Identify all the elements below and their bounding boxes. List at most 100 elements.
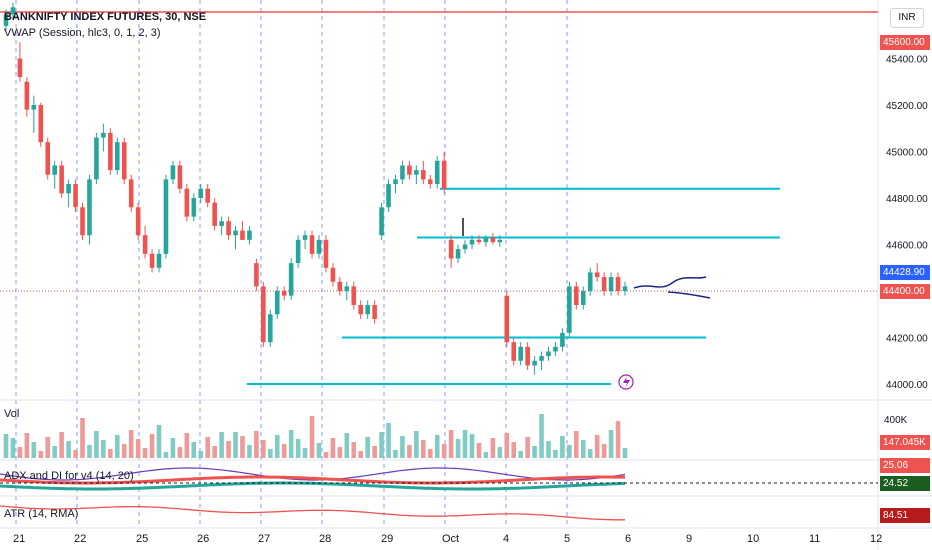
- x-tick-label: 11: [809, 533, 820, 545]
- candle-body: [121, 142, 127, 180]
- adx-plus-tag: 24.52: [880, 476, 930, 491]
- candle-body: [233, 230, 238, 236]
- candle-body: [149, 253, 155, 268]
- volume-bar: [121, 444, 127, 458]
- volume-bar: [483, 452, 489, 458]
- candle-body: [281, 291, 287, 296]
- volume-bar: [135, 439, 141, 458]
- candle-body: [434, 160, 440, 185]
- candle-body: [539, 356, 544, 361]
- volume-bar: [38, 451, 44, 458]
- vwap-price-tag: 45600.00: [880, 35, 930, 50]
- x-tick-label: 26: [197, 533, 209, 545]
- volume-bar: [205, 437, 210, 458]
- volume-bar: [156, 425, 162, 458]
- candle-body: [240, 230, 245, 240]
- volume-bar: [427, 449, 433, 458]
- candle-body: [553, 346, 558, 352]
- volume-bar: [469, 434, 475, 458]
- volume-bar: [580, 440, 586, 458]
- volume-bar: [622, 448, 628, 458]
- candle-body: [379, 207, 384, 236]
- volume-bar: [608, 430, 614, 458]
- candle-body: [73, 184, 78, 208]
- volume-bar: [52, 446, 57, 458]
- candle-body: [135, 207, 141, 236]
- x-tick-label: 27: [258, 533, 270, 545]
- y-tick-label: 44200.00: [886, 334, 928, 345]
- volume-bar: [10, 438, 16, 458]
- candle-body: [108, 132, 113, 171]
- candle-body: [622, 286, 628, 292]
- candle-body: [483, 237, 489, 243]
- candle-body: [469, 239, 475, 245]
- candle-body: [393, 179, 398, 185]
- volume-bar: [128, 430, 134, 458]
- candle-body: [128, 179, 134, 208]
- candle-body: [567, 286, 572, 333]
- volume-bar: [546, 441, 551, 458]
- volume-bar: [80, 418, 85, 458]
- projection-drawing: [633, 276, 707, 289]
- x-tick-label: 4: [503, 533, 509, 545]
- candle-body: [295, 239, 301, 264]
- x-tick-label: 25: [136, 533, 148, 545]
- candle-body: [309, 235, 315, 254]
- volume-bar: [455, 439, 461, 458]
- candle-body: [358, 304, 364, 315]
- volume-pane-label: Vol: [4, 408, 20, 420]
- y-tick-label: 45200.00: [886, 101, 928, 112]
- candle-body: [212, 202, 217, 226]
- y-tick-label: 45000.00: [886, 147, 928, 158]
- volume-bar: [226, 441, 231, 458]
- candle-body: [66, 184, 71, 194]
- candle-body: [455, 249, 461, 259]
- adx-minus-tag: 25.06: [880, 458, 930, 473]
- volume-bar: [288, 430, 294, 458]
- volume-bar: [240, 436, 245, 458]
- y-tick-label: 44600.00: [886, 241, 928, 252]
- volume-bar: [400, 436, 405, 458]
- candle-body: [608, 277, 614, 292]
- volume-bar: [45, 437, 51, 458]
- vwap-legend: VWAP (Session, hlc3, 0, 1, 2, 3): [4, 27, 161, 39]
- candle-body: [198, 188, 204, 198]
- volume-bar: [421, 440, 426, 458]
- candle-body: [191, 198, 197, 217]
- candle-body: [267, 314, 273, 343]
- candle-body: [288, 263, 294, 296]
- volume-bar: [441, 444, 447, 458]
- volume-bar: [316, 443, 322, 458]
- candle-body: [615, 277, 621, 292]
- volume-bar: [295, 439, 301, 458]
- candle-body: [414, 170, 419, 175]
- volume-bar: [108, 449, 113, 458]
- volume-bar: [302, 448, 308, 458]
- volume-bar: [351, 442, 357, 458]
- candle-body: [462, 244, 468, 250]
- volume-bar: [448, 430, 454, 458]
- volume-bar: [31, 442, 37, 458]
- volume-bar: [407, 445, 412, 458]
- volume-bar: [504, 433, 510, 458]
- candle-body: [52, 165, 57, 175]
- volume-last-tag: 147.045K: [880, 435, 930, 450]
- candle-body: [574, 286, 579, 305]
- candle-body: [177, 165, 183, 189]
- x-tick-label: 10: [747, 533, 759, 545]
- candle-body: [94, 137, 99, 180]
- candle-body: [247, 230, 252, 240]
- volume-bar: [358, 451, 364, 458]
- volume-bar: [615, 421, 621, 458]
- candle-body: [226, 221, 231, 236]
- candle-body: [205, 188, 210, 203]
- currency-selector[interactable]: INR: [890, 8, 924, 28]
- candle-body: [254, 263, 259, 287]
- volume-bar: [101, 440, 106, 458]
- candle-body: [490, 237, 496, 243]
- candle-body: [525, 346, 530, 366]
- y-tick-label: 44800.00: [886, 194, 928, 205]
- volume-bar: [490, 438, 496, 458]
- volume-bar: [198, 451, 204, 458]
